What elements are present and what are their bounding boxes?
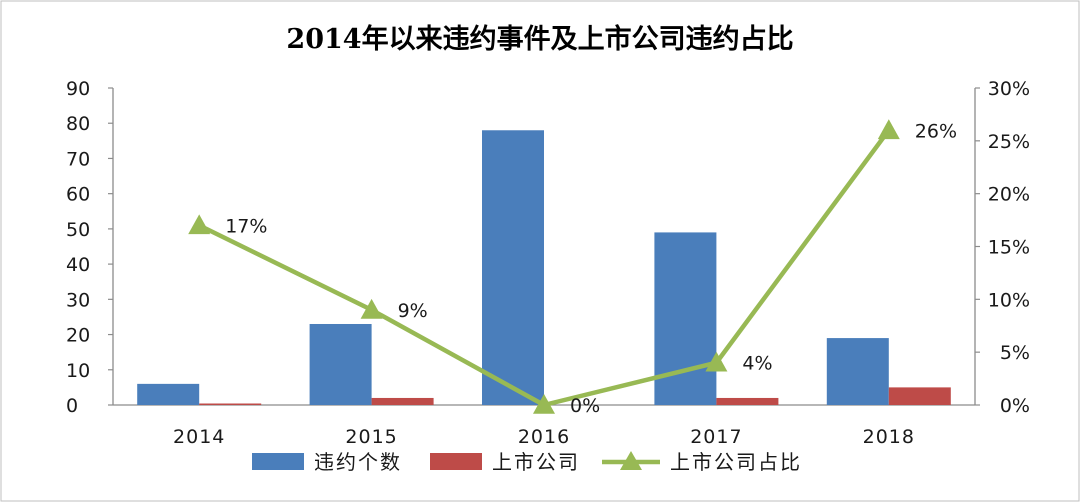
ratio-marker-2015 (360, 298, 383, 319)
y-left-tick-label: 20 (66, 325, 90, 347)
y-right-tick-label: 20% (988, 184, 1030, 206)
bar-listed-2014 (199, 403, 262, 405)
bar-listed-2018 (888, 387, 951, 405)
y-left-tick-label: 30 (66, 289, 90, 311)
legend-label-ratio: 上市公司占比 (670, 450, 802, 474)
chart-title: 2014年以来违约事件及上市公司违约占比 (286, 23, 793, 55)
ratio-marker-2018 (877, 119, 900, 140)
y-right-tick-label: 10% (988, 289, 1030, 311)
data-labels: 17% 9% 0% 4% 26% (225, 120, 957, 417)
y-left-tick-label: 10 (66, 360, 90, 382)
y-right-tick-label: 5% (1000, 342, 1030, 364)
y-right-tick-label: 15% (988, 237, 1030, 259)
x-tick-label: 2018 (863, 426, 915, 448)
y-left-tick-label: 80 (66, 113, 90, 135)
ratio-data-label: 17% (225, 215, 267, 237)
bar-listed-2017 (716, 397, 779, 405)
legend: 违约个数 上市公司 上市公司占比 (252, 450, 802, 474)
ratio-marker-2017 (705, 351, 728, 372)
bars (137, 130, 951, 405)
legend-swatch-listed (430, 453, 482, 470)
legend-label-defaults: 违约个数 (314, 450, 402, 474)
legend-swatch-defaults (252, 453, 304, 470)
ratio-line (188, 119, 900, 414)
axes: 0 10 20 30 40 50 60 70 80 90 0% 5% 10% 15% 20% 25% 30% 20… (66, 78, 1030, 448)
y-left-tick-label: 70 (66, 148, 90, 170)
ratio-data-label: 4% (742, 353, 772, 375)
y-right-tick-label: 25% (988, 131, 1030, 153)
x-tick-label: 2016 (518, 426, 570, 448)
y-left-tick-label: 40 (66, 254, 90, 276)
x-tick-label: 2015 (345, 426, 397, 448)
x-tick-label: 2017 (690, 426, 742, 448)
y-left-tick-label: 50 (66, 219, 90, 241)
legend-marker-ratio (620, 451, 642, 470)
y-left-tick-label: 0 (66, 395, 78, 417)
legend-label-listed: 上市公司 (492, 450, 580, 474)
y-right-tick-label: 30% (988, 78, 1030, 100)
ratio-marker-2014 (188, 214, 211, 235)
y-left-tick-label: 60 (66, 184, 90, 206)
x-tick-label: 2014 (173, 426, 225, 448)
bar-defaults-2017 (654, 232, 717, 405)
y-right-tick-label: 0% (1000, 395, 1030, 417)
bar-listed-2015 (371, 397, 434, 405)
bar-defaults-2018 (826, 338, 889, 405)
ratio-data-label: 26% (915, 120, 957, 142)
ratio-data-label: 0% (570, 395, 600, 417)
bar-defaults-2015 (309, 323, 372, 405)
bar-defaults-2014 (137, 383, 200, 405)
ratio-marker-2016 (533, 394, 555, 414)
y-left-tick-label: 90 (66, 78, 90, 100)
ratio-data-label: 9% (398, 300, 428, 322)
bar-defaults-2016 (482, 130, 544, 405)
